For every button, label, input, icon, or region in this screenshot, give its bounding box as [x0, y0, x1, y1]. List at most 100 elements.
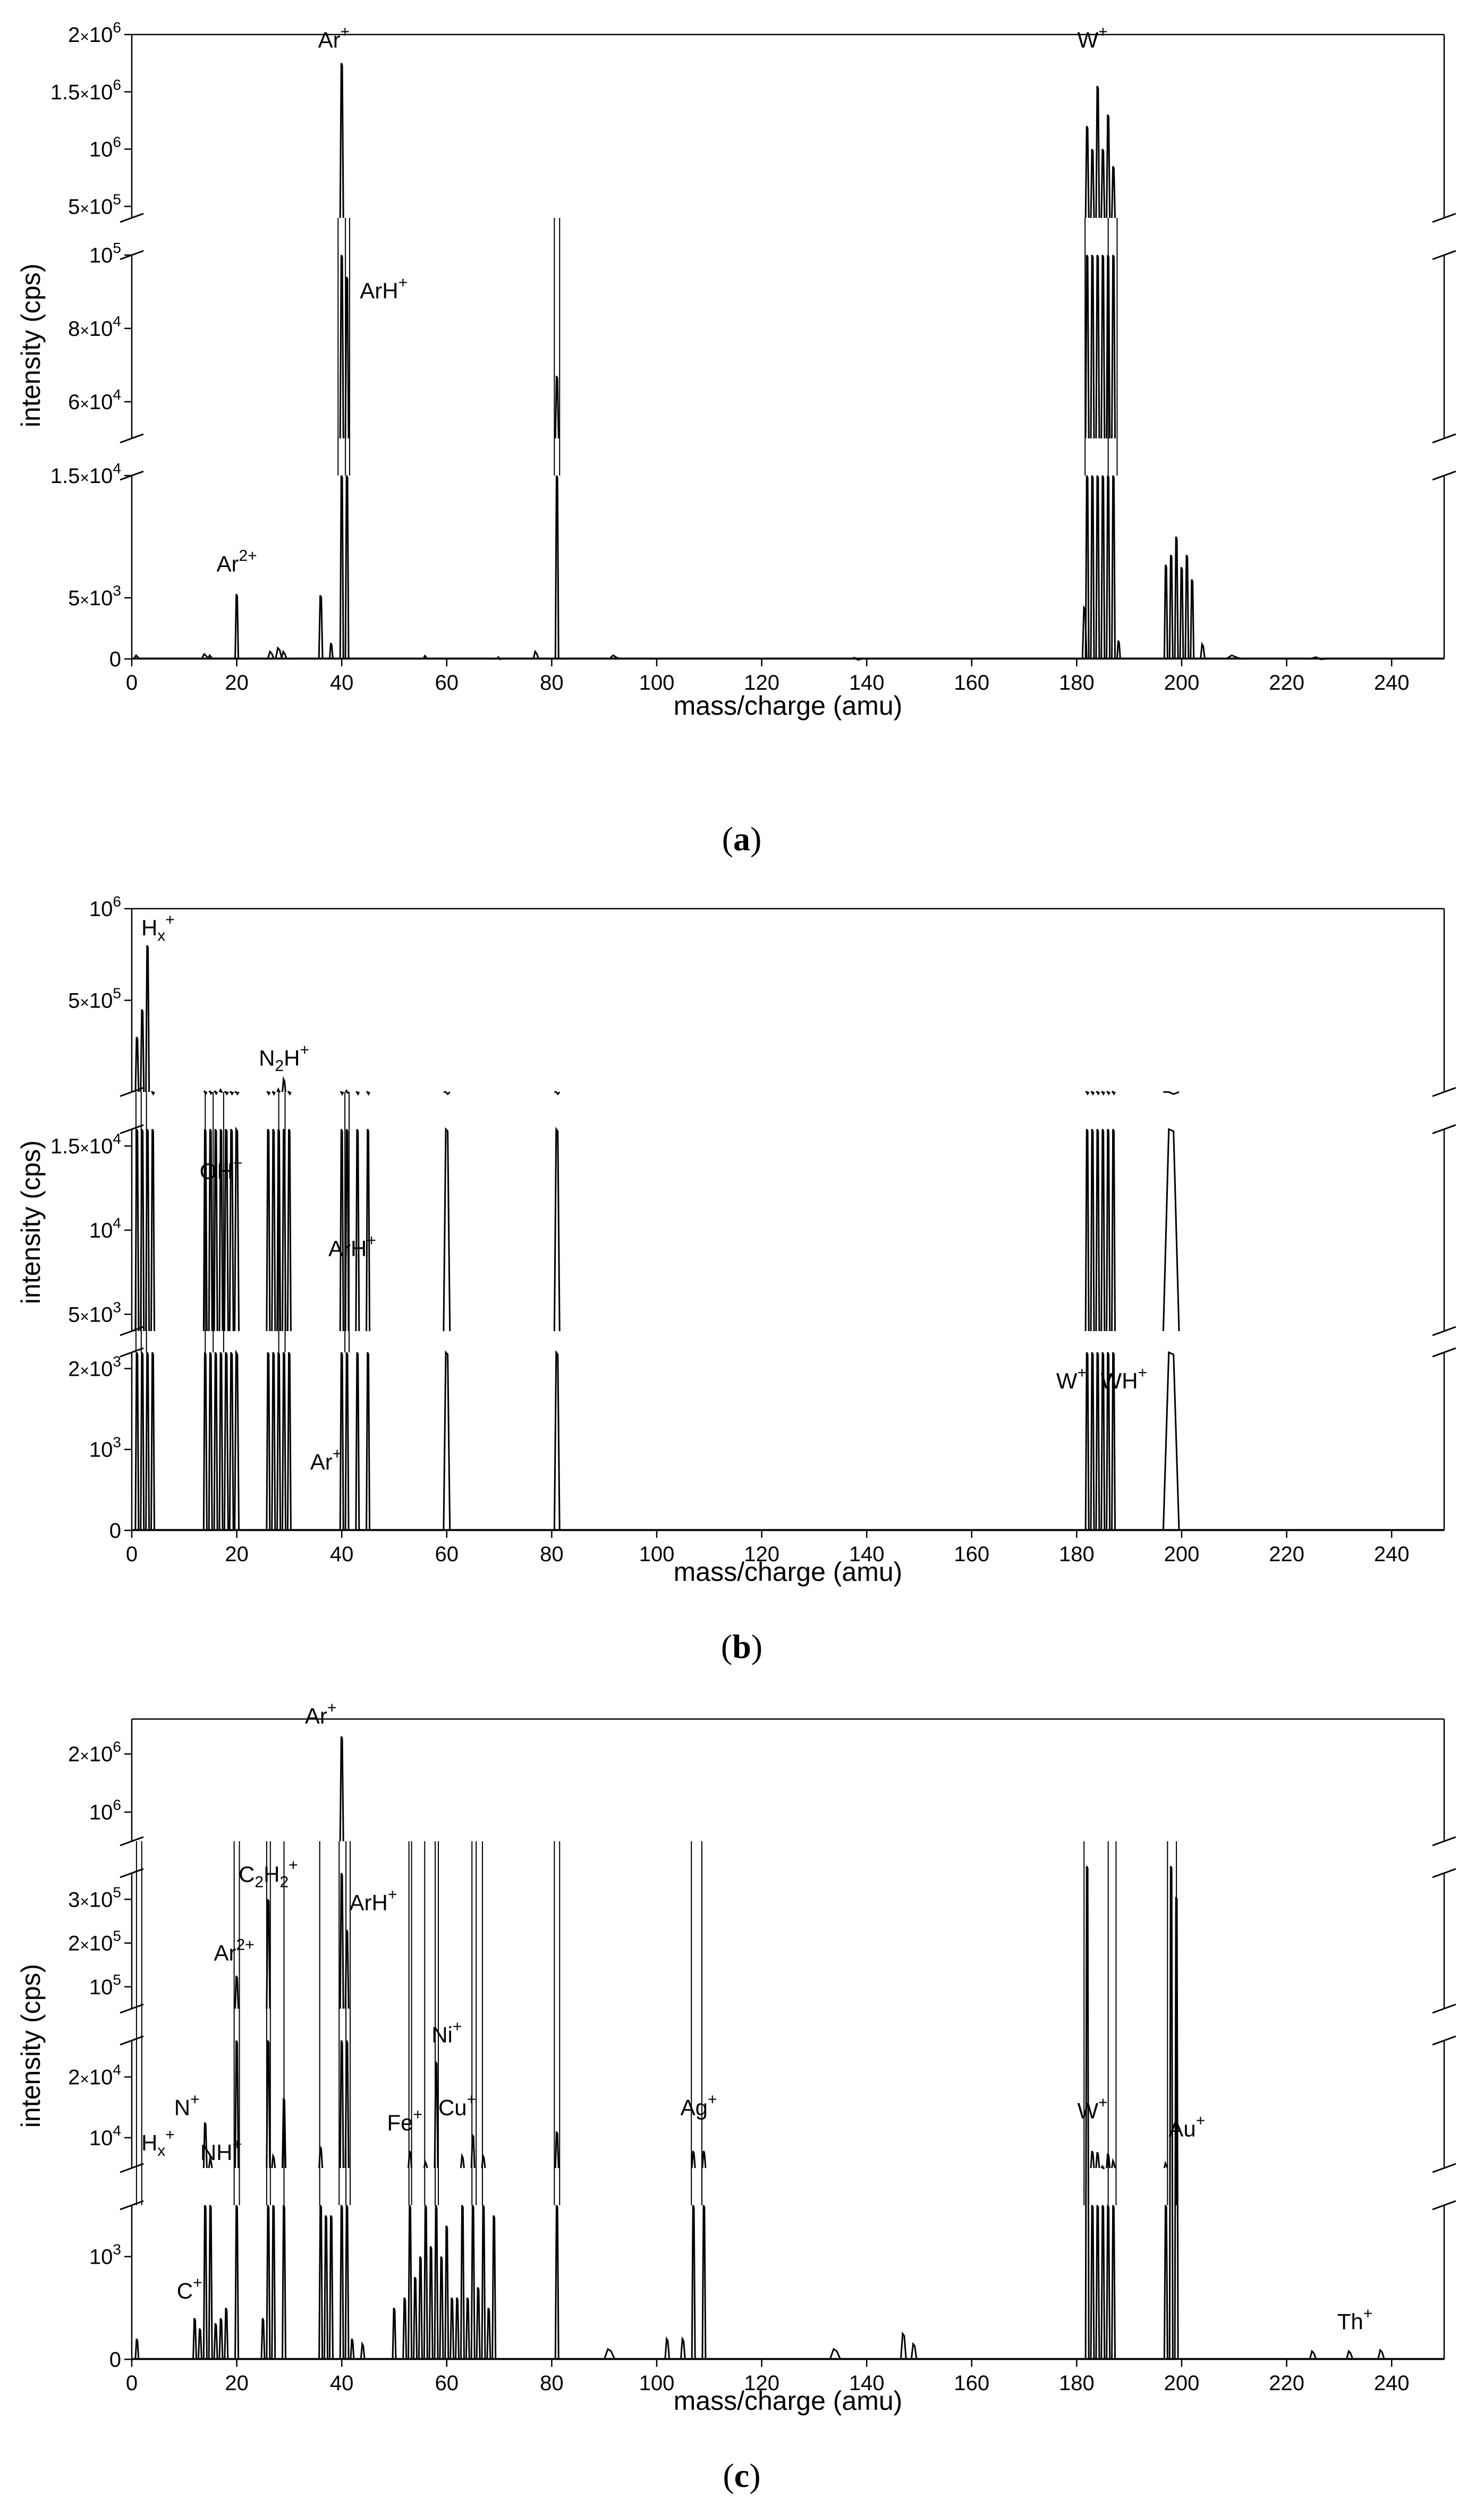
y-tick-label: 6×104	[68, 386, 121, 414]
panel-label: (b)	[721, 1628, 762, 1665]
x-tick-label: 220	[1269, 1543, 1304, 1566]
axis-break-mark	[1432, 213, 1456, 223]
x-tick-label: 240	[1374, 2372, 1410, 2395]
panel-b: 5×105 106 5×103 104 1.5×104 0 103 2×103 0 20 40 60 8…	[16, 893, 1456, 1665]
x-axis-label: mass/charge (amu)	[674, 2386, 903, 2416]
y-tick-label: 104	[89, 1215, 121, 1242]
spectrum-trace	[134, 1126, 1180, 1332]
peak-annotation: WH+	[1101, 1364, 1148, 1393]
x-tick-label: 40	[330, 1543, 354, 1566]
y-tick-label: 104	[89, 2122, 121, 2150]
y-tick-label: 105	[89, 1971, 121, 1999]
x-tick-label: 180	[1059, 1543, 1095, 1566]
x-tick-label: 180	[1059, 2372, 1095, 2395]
x-tick-label: 160	[954, 1543, 989, 1566]
x-tick-label: 20	[225, 1543, 249, 1566]
y-tick-label: 106	[89, 134, 121, 162]
x-tick-label: 20	[225, 671, 249, 695]
peak-annotation: OH+	[200, 1154, 243, 1183]
y-tick-label: 8×104	[68, 313, 121, 341]
axis-break-mark	[1432, 433, 1456, 444]
peak-annotation: Cu+	[438, 2091, 476, 2120]
axis-break-mark	[1432, 2003, 1456, 2014]
peak-annotation: Ar+	[310, 1445, 342, 1474]
y-tick-label: 5×103	[68, 1299, 121, 1326]
spectrum-trace	[132, 1349, 1444, 1531]
x-tick-label: 40	[330, 2372, 354, 2395]
y-tick-label: 103	[89, 1434, 121, 1462]
x-tick-label: 120	[744, 1543, 779, 1566]
panel-a: 5×105 106 1.5×106 2×106 6×104 8×104 105 0 5×103 1…	[16, 19, 1456, 858]
peak-annotation: Ar+	[318, 23, 350, 52]
x-tick-label: 140	[849, 2372, 885, 2395]
peak-annotation: Ar2+	[214, 1936, 255, 1966]
x-tick-label: 40	[330, 671, 354, 695]
panel-c: 106 2×106 105 2×105 3×105 104 2×104 0 103 0 20 40 60…	[16, 1699, 1456, 2494]
axis-break-mark	[1432, 1326, 1456, 1336]
spectrum-trace	[132, 475, 1444, 661]
x-tick-label: 0	[126, 671, 138, 695]
spectrum-trace	[132, 1866, 1444, 2360]
y-tick-label: 1.5×104	[50, 1131, 121, 1158]
axis-break-mark	[1432, 2163, 1456, 2173]
x-tick-label: 60	[435, 1543, 459, 1566]
peak-annotation: Ag+	[681, 2091, 717, 2120]
x-tick-label: 240	[1374, 1543, 1410, 1566]
y-tick-label: 103	[89, 2241, 121, 2269]
spectrum-trace	[339, 63, 1116, 218]
spectrum-trace	[339, 255, 1116, 439]
x-tick-label: 0	[126, 2372, 138, 2395]
x-tick-label: 140	[849, 1543, 885, 1566]
y-tick-label: 5×103	[68, 582, 121, 610]
x-tick-label: 200	[1164, 1543, 1200, 1566]
x-tick-label: 140	[849, 671, 885, 695]
x-tick-label: 80	[540, 1543, 564, 1566]
peak-annotation: Th+	[1337, 2305, 1373, 2334]
y-tick-label: 1.5×104	[50, 460, 121, 488]
x-tick-label: 220	[1269, 2372, 1304, 2395]
axis-break-mark	[1432, 1087, 1456, 1097]
x-axis-label: mass/charge (amu)	[674, 1557, 903, 1587]
panel-label: (a)	[722, 820, 762, 858]
peak-annotation: C+	[177, 2274, 202, 2304]
peak-annotation: Hx+	[141, 911, 175, 945]
peak-annotation: ArH+	[360, 274, 408, 303]
x-tick-label: 180	[1059, 671, 1095, 695]
x-tick-label: 120	[744, 671, 779, 695]
y-tick-label: 2×103	[68, 1353, 121, 1381]
spectrum-trace	[134, 945, 1180, 1096]
peak-annotation: Ar2+	[216, 547, 257, 577]
x-tick-label: 100	[639, 1543, 675, 1566]
y-tick-label: 2×106	[68, 1739, 121, 1766]
y-tick-label: 0	[109, 1519, 121, 1543]
x-tick-label: 0	[126, 1543, 138, 1566]
y-tick-label: 3×105	[68, 1884, 121, 1911]
x-tick-label: 60	[435, 2372, 459, 2395]
peak-annotation: Ar+	[305, 1699, 337, 1728]
y-axis-label: intensity (cps)	[16, 1964, 46, 2128]
y-tick-label: 105	[89, 240, 121, 267]
axis-break-mark	[120, 1836, 144, 1847]
y-tick-label: 5×105	[68, 191, 121, 218]
peak-annotation: ArH+	[350, 1886, 397, 1915]
y-tick-label: 106	[89, 1797, 121, 1824]
peak-annotation: Fe+	[387, 2106, 422, 2135]
peak-annotation: NH+	[200, 2136, 242, 2165]
panel-label: (c)	[723, 2457, 760, 2494]
x-tick-label: 80	[540, 671, 564, 695]
peak-annotation: Hx+	[141, 2126, 175, 2160]
x-tick-label: 120	[744, 2372, 779, 2395]
y-tick-label: 2×104	[68, 2062, 121, 2089]
x-tick-label: 100	[639, 671, 675, 695]
y-tick-label: 1.5×106	[50, 77, 121, 104]
peak-annotation: N2H+	[259, 1042, 309, 1075]
peak-annotation: ArH+	[328, 1232, 376, 1261]
x-tick-label: 160	[954, 671, 989, 695]
y-tick-label: 106	[89, 893, 121, 921]
peak-annotation: W+	[1077, 2094, 1107, 2123]
x-tick-label: 60	[435, 671, 459, 695]
x-tick-label: 200	[1164, 671, 1200, 695]
y-tick-label: 2×105	[68, 1928, 121, 1955]
x-axis-label: mass/charge (amu)	[674, 691, 903, 721]
